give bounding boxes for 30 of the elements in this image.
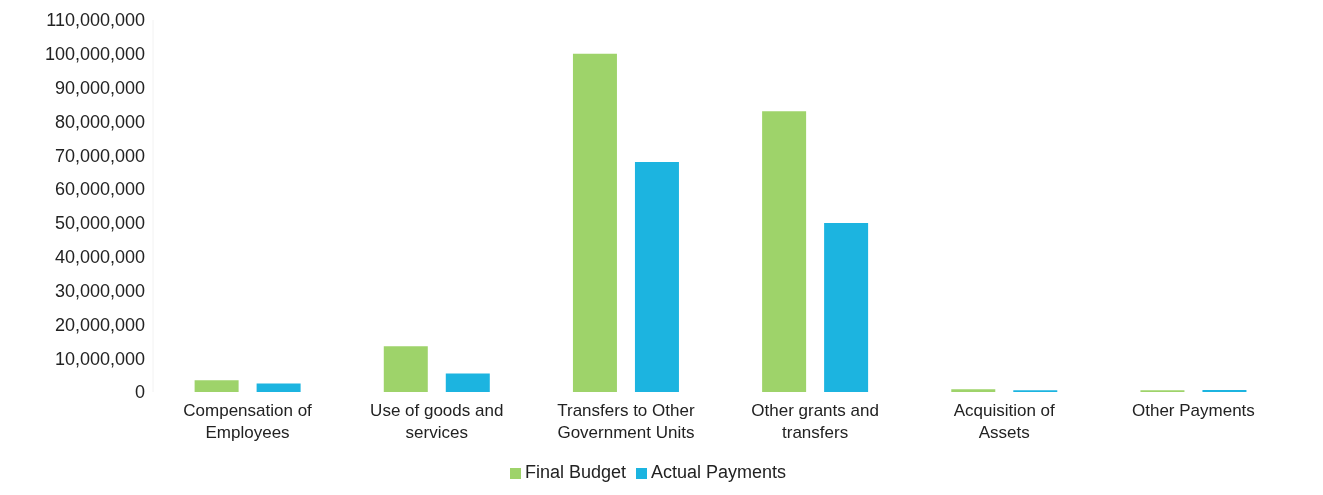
- legend-label: Actual Payments: [651, 462, 787, 482]
- y-tick-label: 20,000,000: [54, 314, 145, 335]
- bar: [762, 111, 807, 392]
- bar: [951, 389, 996, 392]
- x-tick-label: Transfers to Other Government Units: [557, 401, 695, 442]
- bar: [256, 383, 301, 392]
- y-tick-label: 40,000,000: [54, 247, 145, 268]
- y-tick-label: 60,000,000: [54, 179, 145, 200]
- y-tick-label: 90,000,000: [54, 78, 145, 99]
- y-tick-label: 10,000,000: [54, 348, 145, 369]
- y-tick-label: 0: [134, 382, 145, 403]
- x-tick-label: Other grants and transfers: [751, 401, 879, 442]
- legend-label: Final Budget: [524, 462, 626, 482]
- bar: [572, 53, 617, 392]
- y-tick-label: 100,000,000: [44, 44, 145, 65]
- y-tick-label: 70,000,000: [54, 145, 145, 166]
- y-tick-label: 30,000,000: [54, 280, 145, 301]
- bar: [634, 162, 679, 392]
- bar: [1202, 389, 1247, 392]
- y-tick-label: 50,000,000: [54, 213, 145, 234]
- bar: [194, 380, 239, 392]
- y-tick-label: 110,000,000: [46, 10, 145, 31]
- y-tick-label: 80,000,000: [54, 111, 145, 132]
- bar: [824, 222, 869, 392]
- bar: [383, 346, 428, 392]
- x-tick-label: Use of goods and services: [370, 401, 504, 442]
- x-tick-label: Other Payments: [1132, 401, 1255, 420]
- bar: [445, 373, 490, 392]
- x-tick-label: Compensation of Employees: [183, 401, 313, 442]
- x-tick-label: Acquisition of Assets: [953, 401, 1056, 442]
